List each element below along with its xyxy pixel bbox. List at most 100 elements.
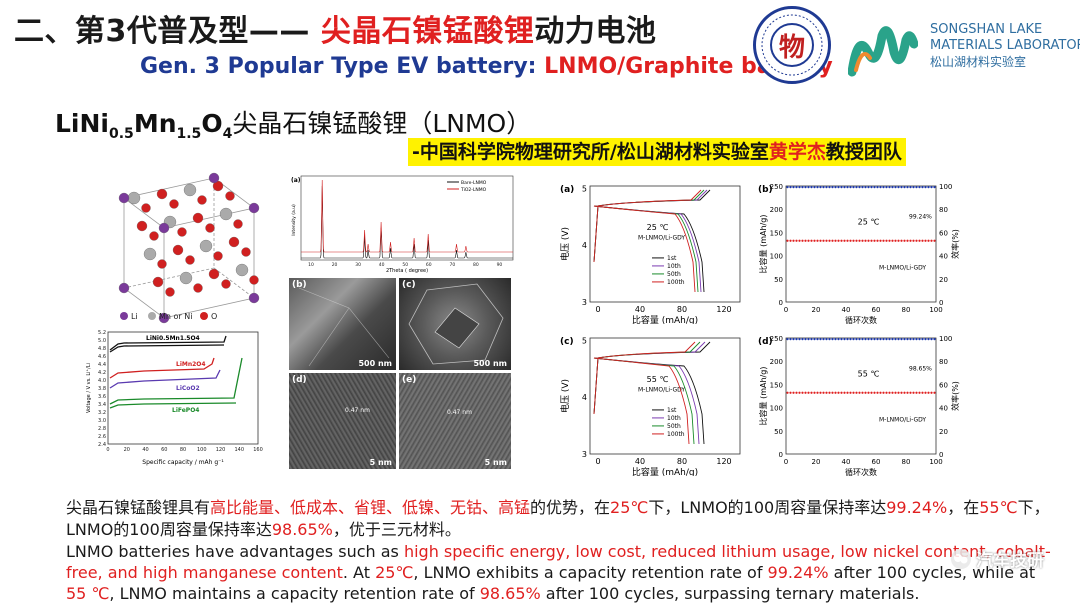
capacity-point <box>879 391 882 394</box>
xlabel: 比容量 (mAh/g) <box>632 314 698 324</box>
discharge-curve <box>593 357 690 445</box>
capacity-point <box>867 239 870 242</box>
efficiency-point <box>924 338 927 341</box>
sem-b-label: (b) <box>292 280 307 290</box>
efficiency-point <box>858 338 861 341</box>
voltage-ylabel: Voltage / V vs. Li⁺/Li <box>86 363 92 413</box>
atom <box>141 203 151 213</box>
capacity-point <box>831 391 834 394</box>
xtick: 80 <box>677 457 687 466</box>
efficiency-point <box>855 186 858 189</box>
iop-cas-logo: 物 <box>753 6 831 84</box>
discharge-curve <box>593 205 705 293</box>
efficiency-point <box>888 186 891 189</box>
ylabel: 电压 (V) <box>559 379 571 413</box>
capacity-point <box>813 239 816 242</box>
lab-name-line1: SONGSHAN LAKE <box>930 22 1043 37</box>
efficiency-point <box>870 186 873 189</box>
voltage-ytick: 4.4 <box>98 362 106 368</box>
voltage-ytick: 3.6 <box>98 394 106 400</box>
capacity-point <box>822 239 825 242</box>
tem-e-label: (e) <box>402 375 417 385</box>
voltage-ytick: 2.6 <box>98 434 106 440</box>
atom <box>177 227 187 237</box>
label-lnmo: LiNi0.5Mn1.5O4 <box>146 335 200 342</box>
xtick: 80 <box>902 458 911 466</box>
capacity-point <box>921 391 924 394</box>
capacity-point <box>792 239 795 242</box>
capacity-point <box>918 239 921 242</box>
voltage-ytick: 3.0 <box>98 418 106 424</box>
xrd-legend-tio2: TiO2-LNMO <box>460 187 487 193</box>
atom <box>225 191 235 201</box>
efficiency-point <box>921 186 924 189</box>
ytick: 3 <box>582 298 587 307</box>
efficiency-point <box>813 338 816 341</box>
efficiency-point <box>909 338 912 341</box>
efficiency-point <box>849 186 852 189</box>
capacity-point <box>885 239 888 242</box>
capacity-point <box>831 239 834 242</box>
y2tick: 100 <box>939 183 952 191</box>
ytick: 50 <box>774 428 783 436</box>
charge-discharge-chart-25c: (a) 3 4 5 0 40 80 120 电压 (V) 比容量 (mAh/g) 25 ℃ M-LNM… <box>559 184 741 324</box>
ytick: 4 <box>582 241 587 250</box>
voltage-xlabel: Specific capacity / mAh g⁻¹ <box>142 459 224 466</box>
efficiency-point <box>918 186 921 189</box>
y2tick: 40 <box>939 253 948 261</box>
efficiency-point <box>849 338 852 341</box>
voltage-ytick: 4.2 <box>98 370 106 376</box>
voltage-ytick: 5.0 <box>98 338 106 344</box>
ytick: 3 <box>582 450 587 459</box>
voltage-ytick: 4.8 <box>98 346 106 352</box>
capacity-point <box>924 391 927 394</box>
ytick: 5 <box>582 336 587 345</box>
atom <box>118 282 130 294</box>
xrd-xtick: 80 <box>473 262 479 268</box>
voltage-xtick: 40 <box>142 447 148 453</box>
xlabel: 循环次数 <box>845 467 877 476</box>
capacity-point <box>858 391 861 394</box>
logo-ring-icon <box>761 14 823 76</box>
capacity-point <box>900 239 903 242</box>
summary-text-en: LNMO batteries have advantages such as h… <box>66 542 1051 603</box>
ytick: 150 <box>770 381 783 389</box>
xtick: 0 <box>595 457 600 466</box>
efficiency-point <box>840 338 843 341</box>
efficiency-point <box>798 186 801 189</box>
y2tick: 40 <box>939 405 948 413</box>
temperature-label: 55 ℃ <box>858 369 880 378</box>
atom <box>221 279 231 289</box>
atom <box>193 283 203 293</box>
efficiency-point <box>795 338 798 341</box>
capacity-point <box>900 391 903 394</box>
capacity-point <box>903 391 906 394</box>
atom <box>183 183 197 197</box>
atom <box>172 244 184 256</box>
efficiency-point <box>882 338 885 341</box>
atom <box>118 192 130 204</box>
xrd-xtick: 10 <box>308 262 314 268</box>
efficiency-point <box>927 338 930 341</box>
efficiency-point <box>894 338 897 341</box>
atom <box>199 239 213 253</box>
efficiency-point <box>918 338 921 341</box>
capacity-point <box>828 239 831 242</box>
sample-label: M-LNMO/Li-GDY <box>879 417 926 424</box>
xrd-pattern-chart: (a) Intensity (a.u) 2Theta ( degree) 10 2… <box>291 175 514 274</box>
efficiency-point <box>864 186 867 189</box>
xtick: 80 <box>677 305 687 314</box>
atom <box>208 172 220 184</box>
efficiency-point <box>795 186 798 189</box>
capacity-point <box>876 239 879 242</box>
efficiency-point <box>843 338 846 341</box>
capacity-point <box>795 239 798 242</box>
voltage-ytick: 5.2 <box>98 330 106 336</box>
voltage-xtick: 80 <box>180 447 186 453</box>
legend-label: 10th <box>667 263 681 270</box>
y2tick: 60 <box>939 229 948 237</box>
capacity-point <box>924 239 927 242</box>
capacity-point <box>825 239 828 242</box>
capacity-point <box>873 239 876 242</box>
